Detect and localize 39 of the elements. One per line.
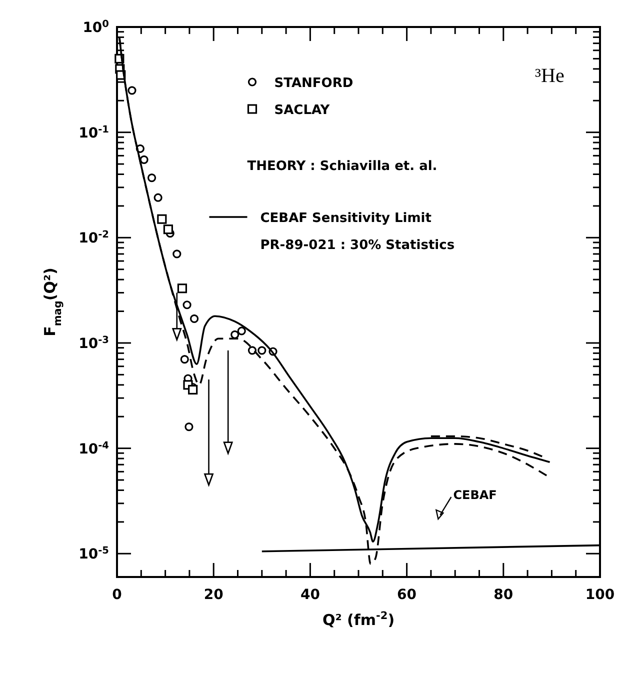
point [154, 193, 162, 202]
point [190, 314, 199, 324]
point [204, 473, 214, 486]
x-axis-title: Q² (fm$^{-2}$) [322, 610, 395, 629]
annotation: THEORY : Schiavilla et. al. [247, 159, 438, 174]
annotation: PR-89-021 : 30% Statistics [260, 238, 455, 253]
point [182, 300, 192, 310]
x-tick-label: 40 [300, 587, 320, 603]
x-tick-label: 80 [494, 587, 514, 603]
x-tick-label: 100 [585, 587, 615, 603]
y-tick-label: 10$^{-3}$ [78, 334, 110, 352]
point [128, 86, 136, 95]
legend-label: STANFORD [274, 76, 354, 91]
point [140, 155, 148, 164]
point [223, 442, 233, 454]
point [184, 422, 194, 432]
annotation: CEBAF [453, 488, 497, 502]
x-tick-label: 20 [204, 587, 224, 603]
y-tick-label: 10$^{0}$ [82, 18, 110, 36]
y-tick-label: 10$^{-4}$ [78, 440, 110, 458]
point [237, 326, 246, 336]
x-tick-label: 0 [112, 587, 122, 603]
point [248, 346, 257, 355]
point [188, 384, 198, 395]
point [147, 174, 156, 182]
text: ³He [535, 65, 564, 87]
y-tick-label: 10$^{-2}$ [78, 229, 109, 247]
legend-label: CEBAF Sensitivity Limit [260, 211, 432, 226]
x-tick-label: 60 [397, 587, 417, 603]
point [172, 328, 182, 340]
y-tick-label: 10$^{-1}$ [78, 124, 110, 142]
legend-label: SACLAY [274, 103, 330, 118]
point [163, 224, 173, 234]
y-tick-label: 10$^{-5}$ [78, 545, 110, 563]
point [258, 346, 266, 355]
point [172, 250, 182, 258]
point [157, 214, 167, 224]
point [180, 354, 189, 364]
point [177, 284, 188, 294]
